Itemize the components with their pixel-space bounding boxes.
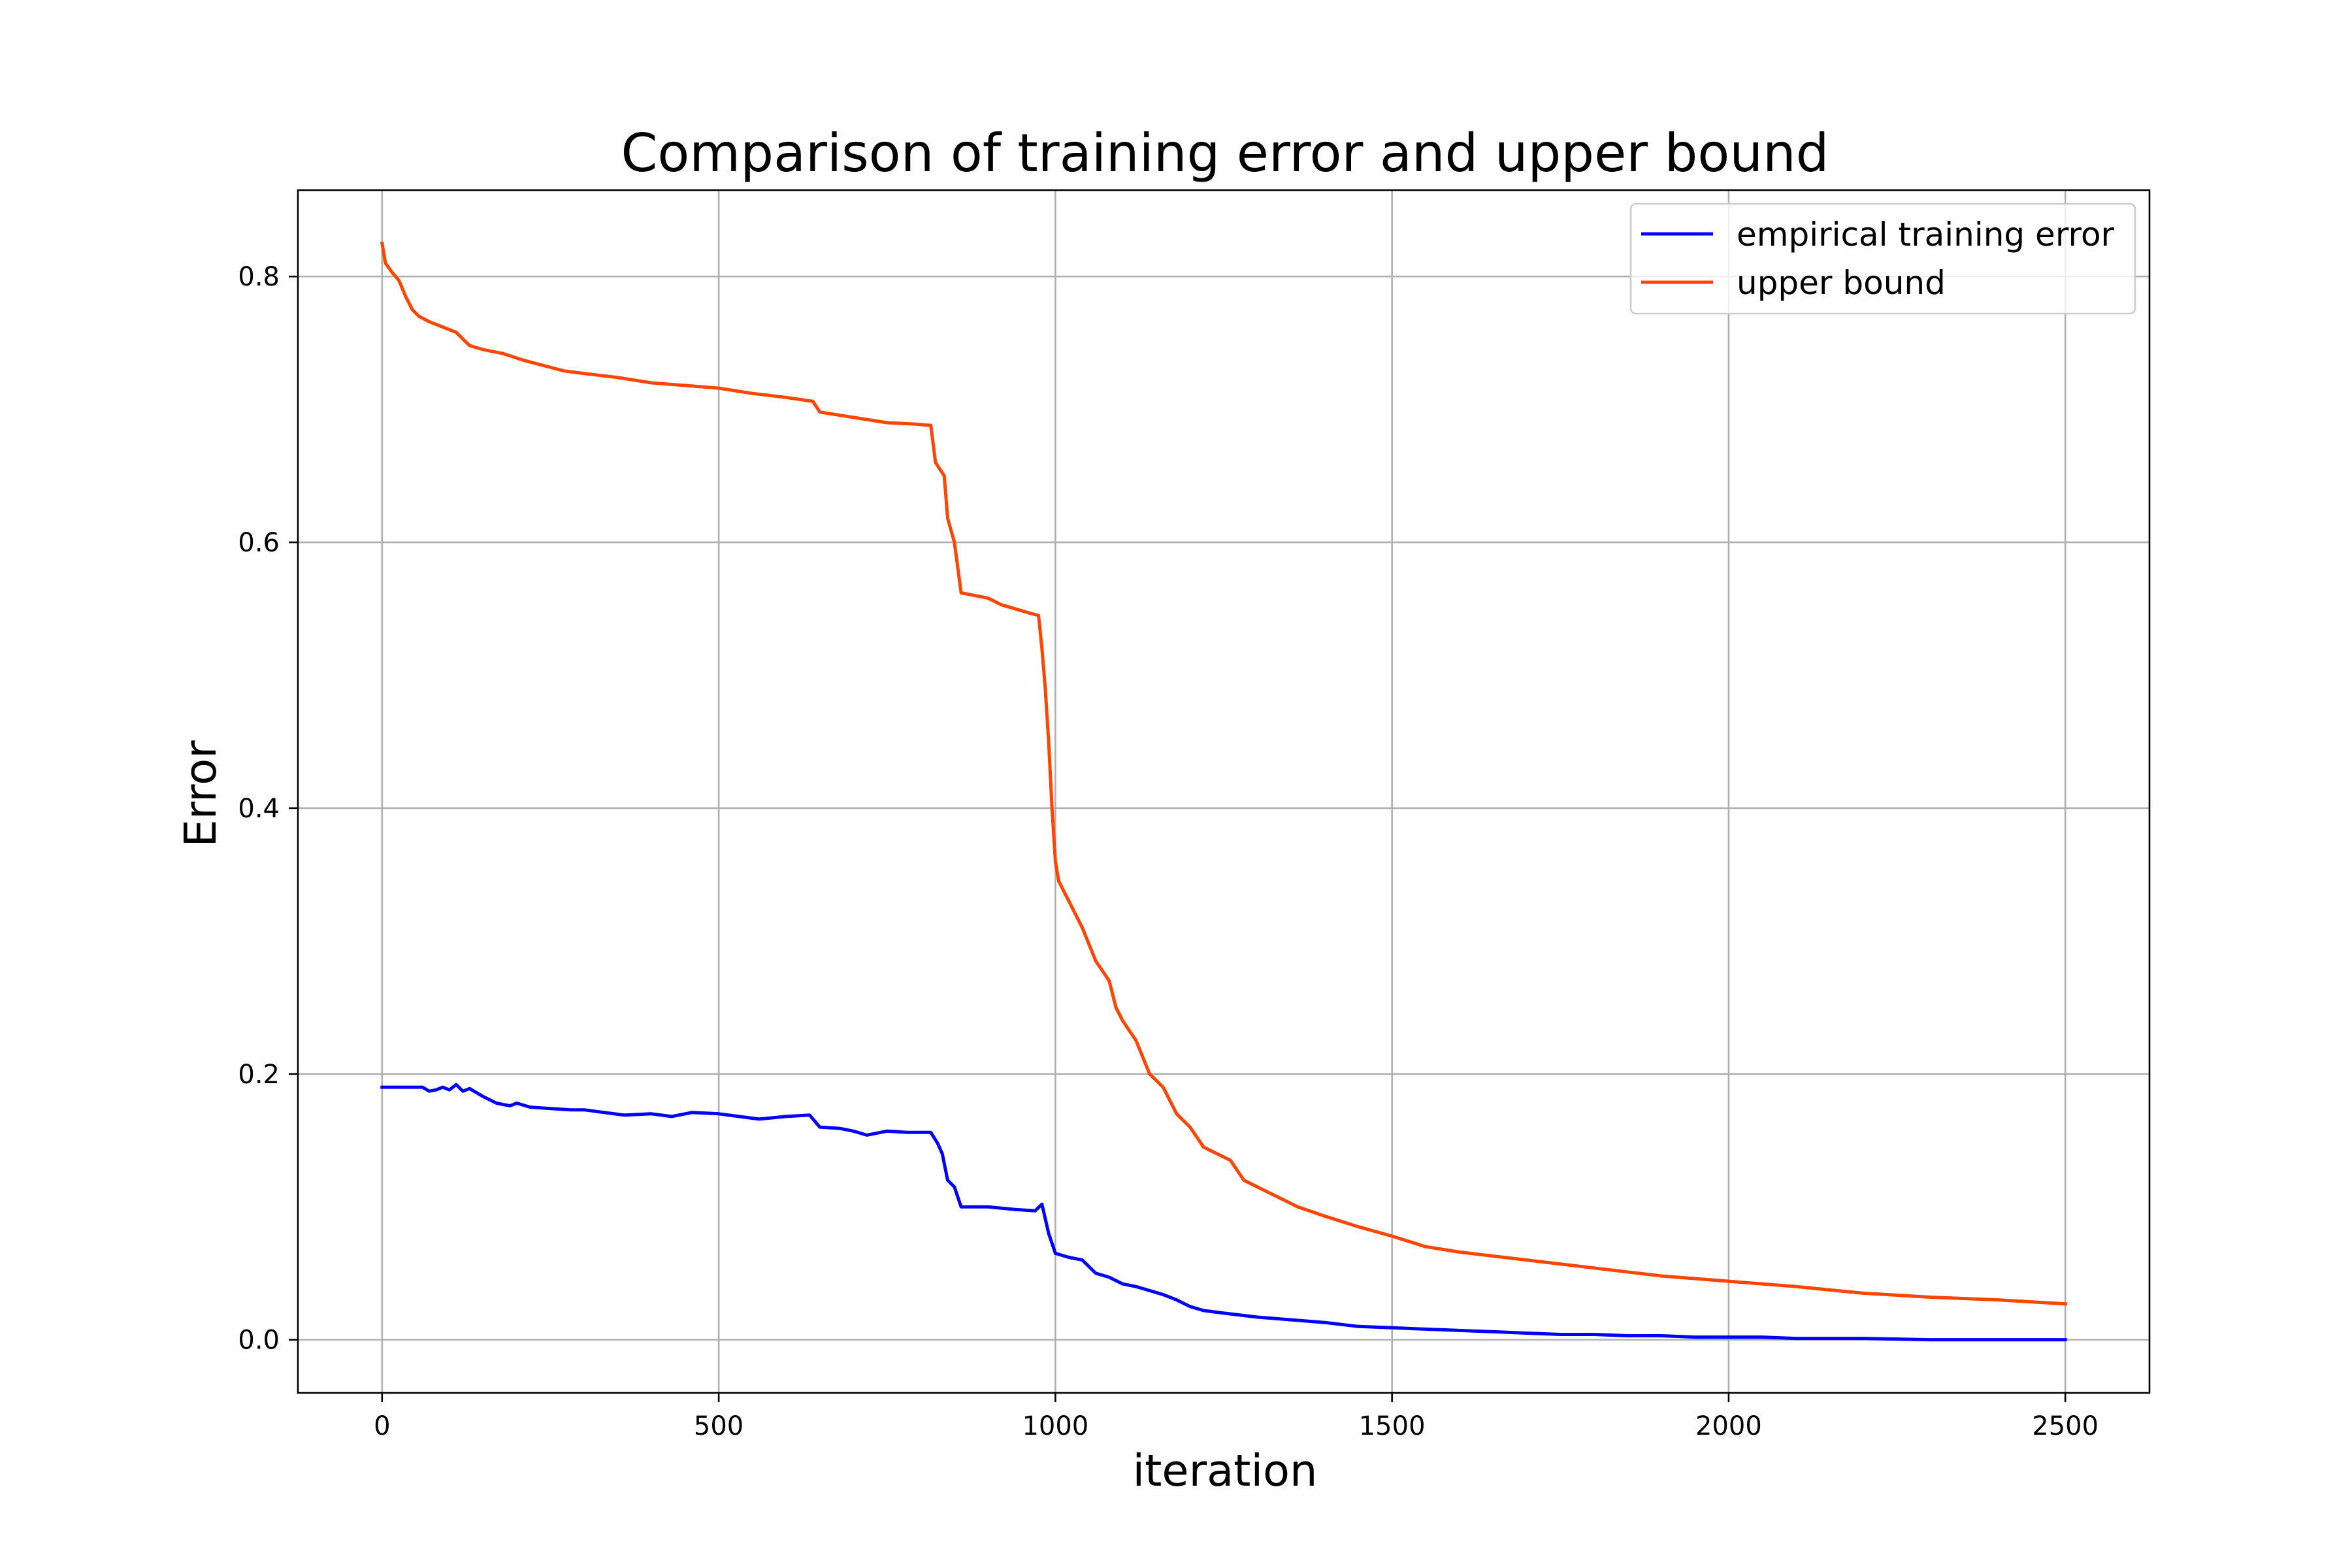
series-line-upper-bound xyxy=(380,241,2067,1306)
plot-frame xyxy=(297,189,2151,1394)
x-axis-label: iteration xyxy=(1132,1445,1317,1496)
chart-title: Comparison of training error and upper b… xyxy=(621,123,1829,184)
legend-box xyxy=(1629,203,2136,315)
x-tick-label: 500 xyxy=(694,1411,743,1441)
y-tick-label: 0.4 xyxy=(238,794,280,824)
y-tick-label: 0.0 xyxy=(238,1326,280,1356)
axis-ticks: 0 500 1000 1500 2000 2500 0.0 0.2 0.4 0.6 0.8 xyxy=(238,262,2099,1441)
x-tick-label: 1000 xyxy=(1022,1411,1088,1441)
x-tick-label: 2500 xyxy=(2032,1411,2099,1441)
y-tick-label: 0.2 xyxy=(238,1060,280,1090)
y-tick-label: 0.6 xyxy=(238,528,280,558)
x-tick-label: 0 xyxy=(374,1411,390,1441)
series-line-empirical-training-error xyxy=(380,1083,2067,1342)
y-axis-label: Error xyxy=(175,740,226,847)
x-tick-label: 2000 xyxy=(1695,1411,1762,1441)
legend: empirical training error upper bound xyxy=(1629,203,2136,315)
series-lines xyxy=(380,241,2067,1342)
legend-label-empirical-training-error: empirical training error xyxy=(1737,216,2115,253)
legend-label-upper-bound: upper bound xyxy=(1737,264,1946,302)
y-tick-label: 0.8 xyxy=(238,262,280,292)
x-tick-label: 1500 xyxy=(1359,1411,1426,1441)
